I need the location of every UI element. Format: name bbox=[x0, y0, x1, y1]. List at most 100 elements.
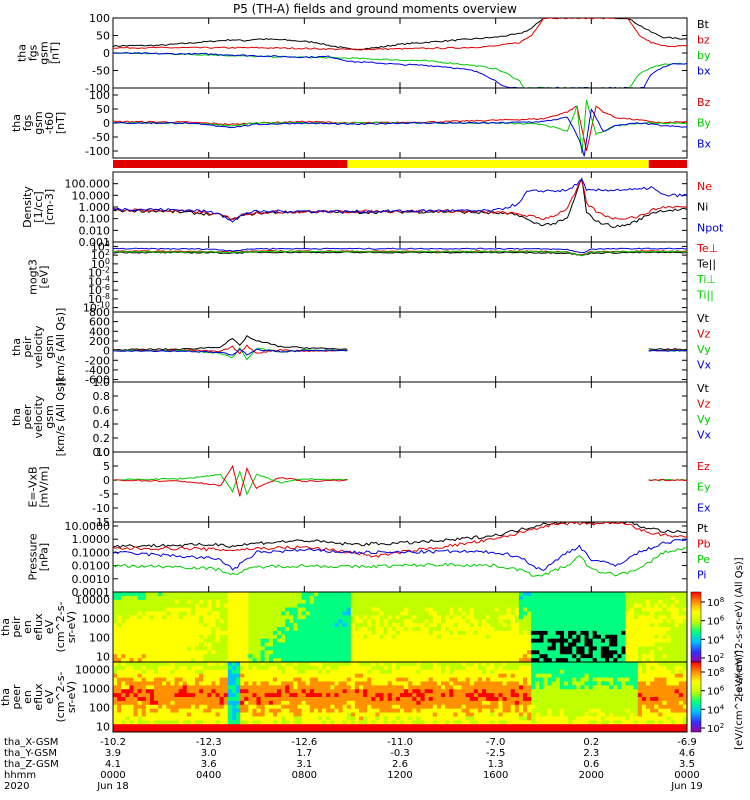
heatmap-cell bbox=[158, 630, 163, 636]
heatmap-cell bbox=[313, 693, 319, 698]
heatmap-cell bbox=[391, 599, 397, 605]
heatmap-cell bbox=[477, 599, 483, 605]
heatmap-cell bbox=[600, 611, 606, 616]
heatmap-cell bbox=[424, 662, 430, 667]
heatmap-cell bbox=[559, 689, 565, 694]
heatmap-cell bbox=[137, 662, 143, 667]
heatmap-cell bbox=[121, 658, 126, 663]
heatmap-cell bbox=[338, 634, 344, 640]
heatmap-cell bbox=[506, 658, 512, 663]
heatmap-cell bbox=[486, 595, 491, 601]
heatmap-cell bbox=[654, 654, 659, 659]
heatmap-cell bbox=[490, 724, 495, 729]
heatmap-cell bbox=[527, 650, 532, 655]
heatmap-cell bbox=[354, 724, 360, 729]
heatmap-cell bbox=[326, 595, 331, 601]
heatmap-cell bbox=[678, 592, 684, 597]
y-axis-label-line: (cm^2-s- bbox=[54, 602, 67, 653]
heatmap-cell bbox=[141, 693, 147, 698]
heatmap-cell bbox=[133, 677, 139, 682]
heatmap-cell bbox=[293, 603, 298, 609]
heatmap-cell bbox=[117, 599, 122, 605]
heatmap-cell bbox=[678, 627, 684, 632]
heatmap-cell bbox=[268, 642, 274, 647]
heatmap-cell bbox=[469, 716, 475, 721]
heatmap-cell bbox=[350, 673, 356, 679]
heatmap-cell bbox=[678, 642, 684, 647]
heatmap-cell bbox=[289, 665, 294, 671]
heatmap-cell bbox=[334, 700, 339, 706]
heatmap-cell bbox=[121, 595, 126, 601]
heatmap-cell bbox=[215, 681, 221, 686]
heatmap-cell bbox=[293, 650, 298, 655]
heatmap-cell bbox=[129, 724, 134, 729]
heatmap-cell bbox=[613, 658, 618, 663]
heatmap-cell bbox=[252, 615, 257, 620]
heatmap-cell bbox=[293, 634, 298, 640]
heatmap-cell bbox=[482, 720, 487, 725]
heatmap-cell bbox=[117, 623, 122, 628]
heatmap-cell bbox=[297, 728, 303, 733]
heatmap-cell bbox=[113, 704, 118, 710]
heatmap-cell bbox=[527, 634, 532, 640]
heatmap-cell bbox=[186, 611, 192, 616]
heatmap-cell bbox=[137, 623, 143, 628]
series-line-Tperp bbox=[113, 250, 687, 257]
heatmap-cell bbox=[469, 603, 475, 609]
heatmap-cell bbox=[125, 689, 130, 694]
heatmap-cell bbox=[449, 619, 454, 624]
heatmap-cell bbox=[535, 689, 540, 694]
heatmap-cell bbox=[190, 689, 196, 694]
heatmap-cell bbox=[547, 619, 553, 624]
heatmap-cell bbox=[281, 611, 286, 616]
heatmap-cell bbox=[486, 619, 491, 624]
heatmap-cell bbox=[453, 623, 458, 628]
heatmap-cell bbox=[252, 607, 257, 612]
heatmap-cell bbox=[654, 642, 659, 647]
heatmap-cell bbox=[277, 697, 282, 702]
series-line-Ni bbox=[113, 176, 687, 229]
heatmap-cell bbox=[600, 646, 606, 651]
heatmap-cell bbox=[309, 720, 315, 725]
heatmap-cell bbox=[510, 685, 516, 690]
heatmap-cell bbox=[346, 650, 352, 655]
heatmap-cell bbox=[391, 697, 397, 702]
heatmap-cell bbox=[379, 704, 385, 710]
heatmap-cell bbox=[162, 630, 167, 636]
heatmap-cell bbox=[621, 603, 626, 609]
heatmap-cell bbox=[301, 627, 307, 632]
heatmap-cell bbox=[141, 689, 147, 694]
heatmap-cell bbox=[199, 728, 204, 733]
heatmap-cell bbox=[293, 623, 298, 628]
heatmap-cell bbox=[211, 619, 216, 624]
heatmap-cell bbox=[449, 720, 454, 725]
heatmap-cell bbox=[482, 728, 487, 733]
heatmap-cell bbox=[469, 669, 475, 675]
heatmap-cell bbox=[354, 681, 360, 686]
heatmap-cell bbox=[424, 700, 430, 706]
heatmap-cell bbox=[137, 665, 143, 671]
heatmap-cell bbox=[465, 592, 471, 597]
heatmap-cell bbox=[158, 669, 163, 675]
heatmap-cell bbox=[297, 607, 303, 612]
heatmap-cell bbox=[256, 716, 262, 721]
heatmap-cell bbox=[576, 615, 581, 620]
heatmap-cell bbox=[297, 592, 303, 597]
heatmap-cell bbox=[137, 716, 143, 721]
heatmap-cell bbox=[609, 634, 614, 640]
heatmap-cell bbox=[535, 677, 540, 682]
heatmap-cell bbox=[596, 607, 602, 612]
heatmap-cell bbox=[420, 728, 426, 733]
heatmap-cell bbox=[141, 619, 147, 624]
heatmap-cell bbox=[207, 693, 212, 698]
heatmap-cell bbox=[277, 615, 282, 620]
heatmap-cell bbox=[490, 720, 495, 725]
heatmap-cell bbox=[219, 599, 225, 605]
heatmap-cell bbox=[236, 592, 241, 597]
heatmap-cell bbox=[412, 638, 417, 644]
heatmap-cell bbox=[236, 623, 241, 628]
heatmap-cell bbox=[330, 677, 335, 682]
heatmap-cell bbox=[502, 627, 508, 632]
heatmap-cell bbox=[154, 708, 159, 714]
heatmap-cell bbox=[305, 700, 311, 706]
